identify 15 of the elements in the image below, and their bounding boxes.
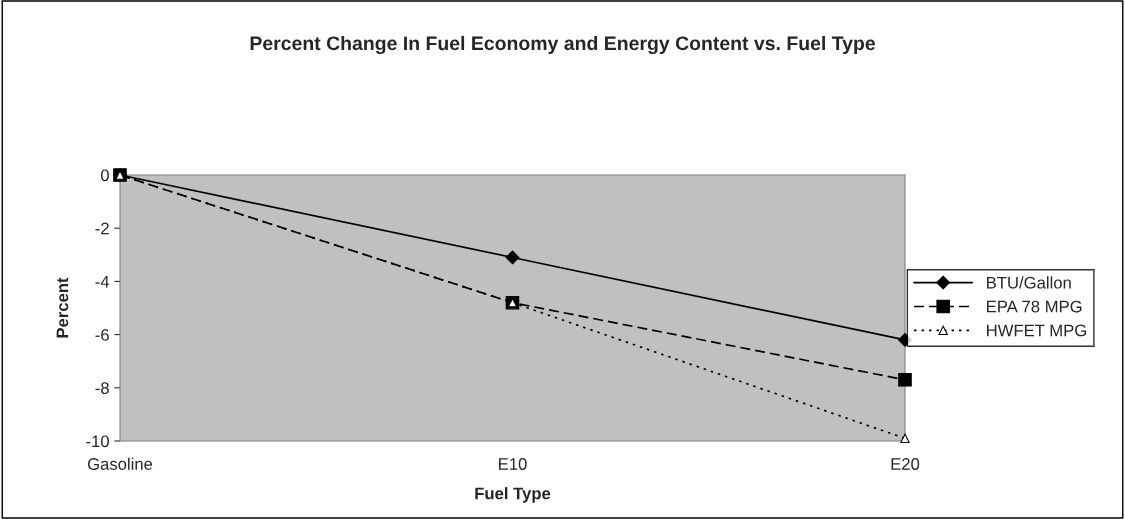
legend-label: HWFET MPG	[987, 324, 1086, 337]
y-tick-label: 0	[100, 169, 109, 182]
y-tick-label: -6	[95, 329, 109, 341]
x-tick-label: E10	[499, 458, 527, 470]
y-axis-title: Percent	[56, 277, 69, 338]
y-tick-label: -2	[95, 222, 109, 235]
x-tick-label: E20	[891, 458, 920, 470]
y-tick-label: -4	[95, 275, 110, 288]
x-axis-title: Fuel Type	[475, 487, 551, 503]
y-tick-label: -8	[95, 382, 109, 394]
y-tick-label: -10	[86, 435, 109, 448]
x-tick-label: Gasoline	[87, 457, 153, 470]
legend-label: BTU/Gallon	[987, 276, 1071, 289]
chart-title: Percent Change In Fuel Economy and Energy Content vs. Fuel Type	[250, 35, 876, 55]
legend-label: EPA 78 MPG	[987, 300, 1082, 313]
